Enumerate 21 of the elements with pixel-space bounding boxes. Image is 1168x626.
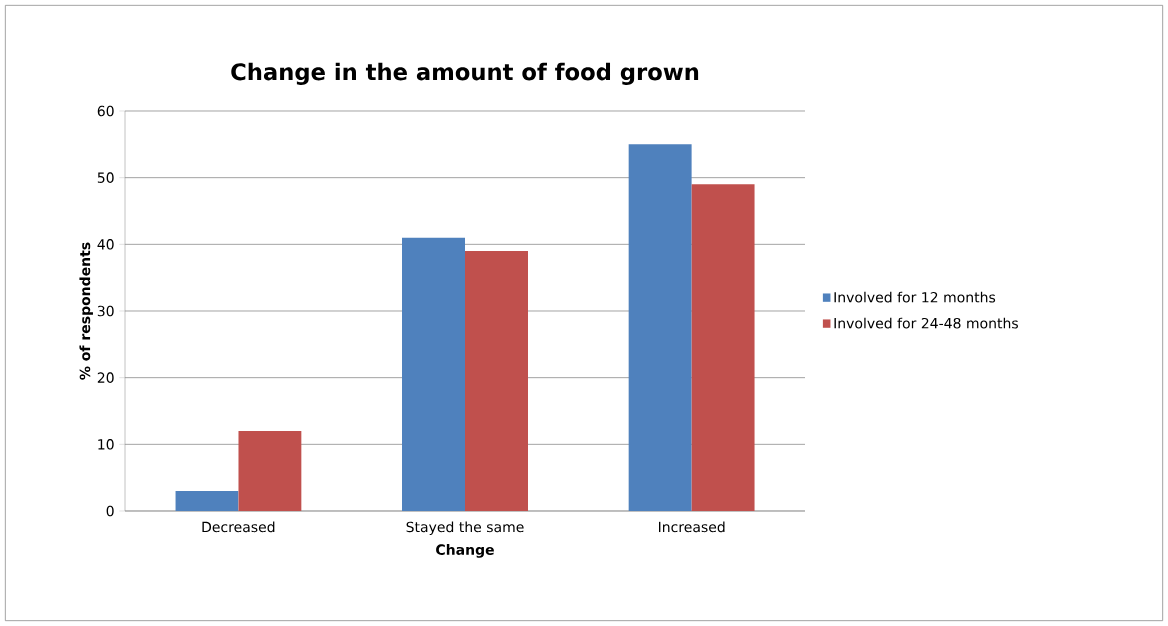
- bar: [175, 491, 239, 511]
- chart-title: Change in the amount of food grown: [231, 62, 699, 85]
- legend-label: Involved for 24-48 months: [834, 317, 1018, 329]
- bar: [402, 237, 465, 511]
- x-tick-label: Stayed the same: [406, 521, 524, 535]
- y-tick-label: 20: [97, 372, 114, 383]
- y-tick-label: 0: [106, 505, 114, 517]
- legend-label: Involved for 12 months: [834, 291, 996, 303]
- bar: [465, 251, 528, 511]
- y-tick-label: 40: [97, 239, 114, 250]
- y-tick-label: 50: [97, 172, 114, 183]
- y-axis-title: % of respondents: [79, 242, 93, 380]
- x-axis-title: Change: [436, 544, 494, 558]
- y-tick-label: 10: [98, 439, 114, 450]
- bar: [628, 144, 692, 511]
- x-tick-label: Increased: [658, 521, 725, 533]
- y-tick-label: 30: [97, 305, 114, 317]
- y-tick-label: 60: [97, 105, 114, 117]
- bar: [238, 431, 302, 511]
- x-tick-label: Decreased: [202, 521, 275, 533]
- bar: [691, 184, 755, 511]
